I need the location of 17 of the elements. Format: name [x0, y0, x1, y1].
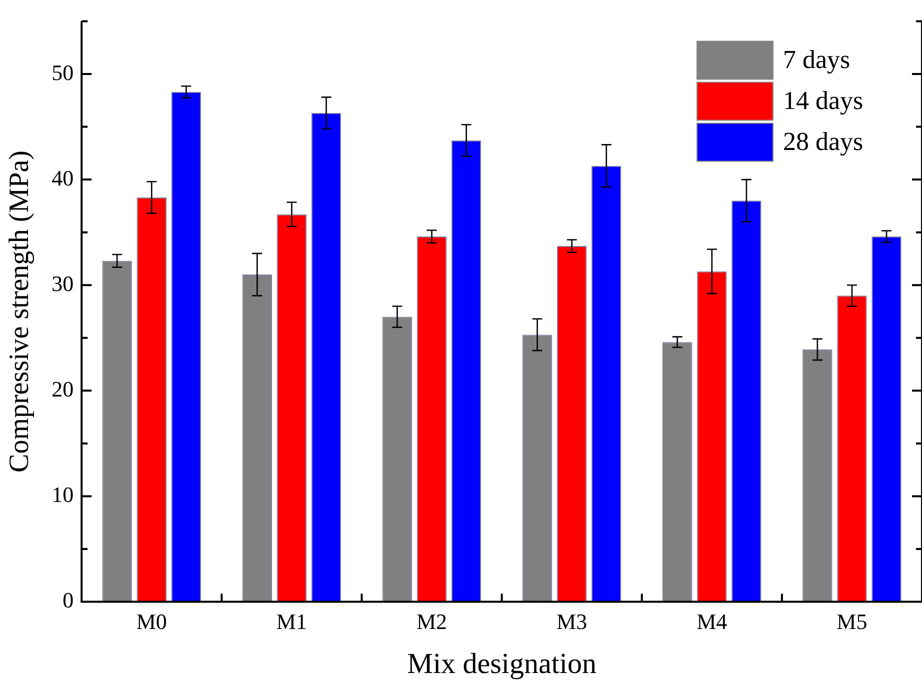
- x-tick-label: M4: [696, 608, 728, 634]
- x-tick-label: M5: [836, 608, 868, 634]
- x-tick-label: M1: [276, 608, 307, 634]
- x-tick-label: M2: [416, 608, 448, 634]
- y-tick-label: 20: [52, 376, 74, 402]
- y-axis-title: Compressive strength (MPa): [4, 150, 36, 472]
- y-tick-label: 10: [52, 482, 74, 508]
- x-axis-title: Mix designation: [407, 648, 597, 680]
- x-tick-label: M0: [136, 608, 167, 634]
- y-tick-label: 40: [52, 165, 74, 190]
- legend-label: 28 days: [783, 127, 864, 156]
- y-tick-label: 30: [52, 270, 74, 296]
- legend-label: 7 days: [783, 45, 850, 74]
- y-tick-label: 0: [62, 588, 74, 613]
- legend-label: 14 days: [783, 86, 864, 116]
- x-tick-label: M3: [556, 608, 588, 634]
- y-tick-label: 50: [52, 60, 74, 85]
